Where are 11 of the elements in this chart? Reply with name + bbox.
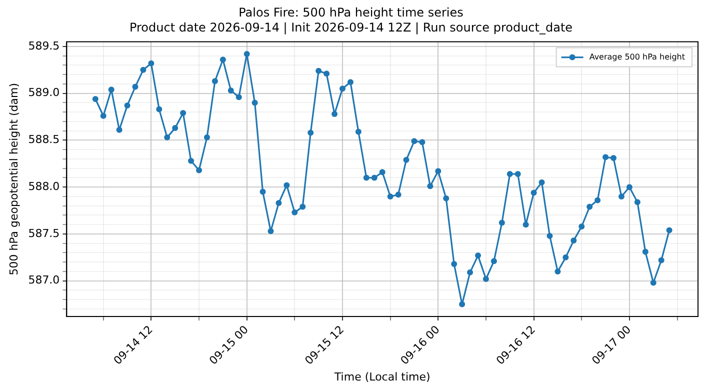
y-tick-label: 589.5: [28, 39, 60, 52]
y-tick-label: 589.0: [28, 86, 60, 100]
y-tick-label: 587.5: [28, 226, 60, 240]
y-axis-title: 500 hPa geopotential height (dam): [7, 82, 20, 276]
y-tick-label: 587.0: [28, 274, 60, 287]
y-tick-label: 588.5: [28, 133, 60, 146]
x-axis-title: Time (Local time): [333, 370, 430, 384]
y-tick-label: 588.0: [28, 180, 60, 193]
legend-label: Average 500 hPa height: [589, 52, 685, 62]
chart-title: Palos Fire: 500 hPa height time series: [238, 5, 464, 20]
chart-subtitle: Product date 2026-09-14 | Init 2026-09-14 12Z | Run source product_date: [129, 20, 573, 35]
